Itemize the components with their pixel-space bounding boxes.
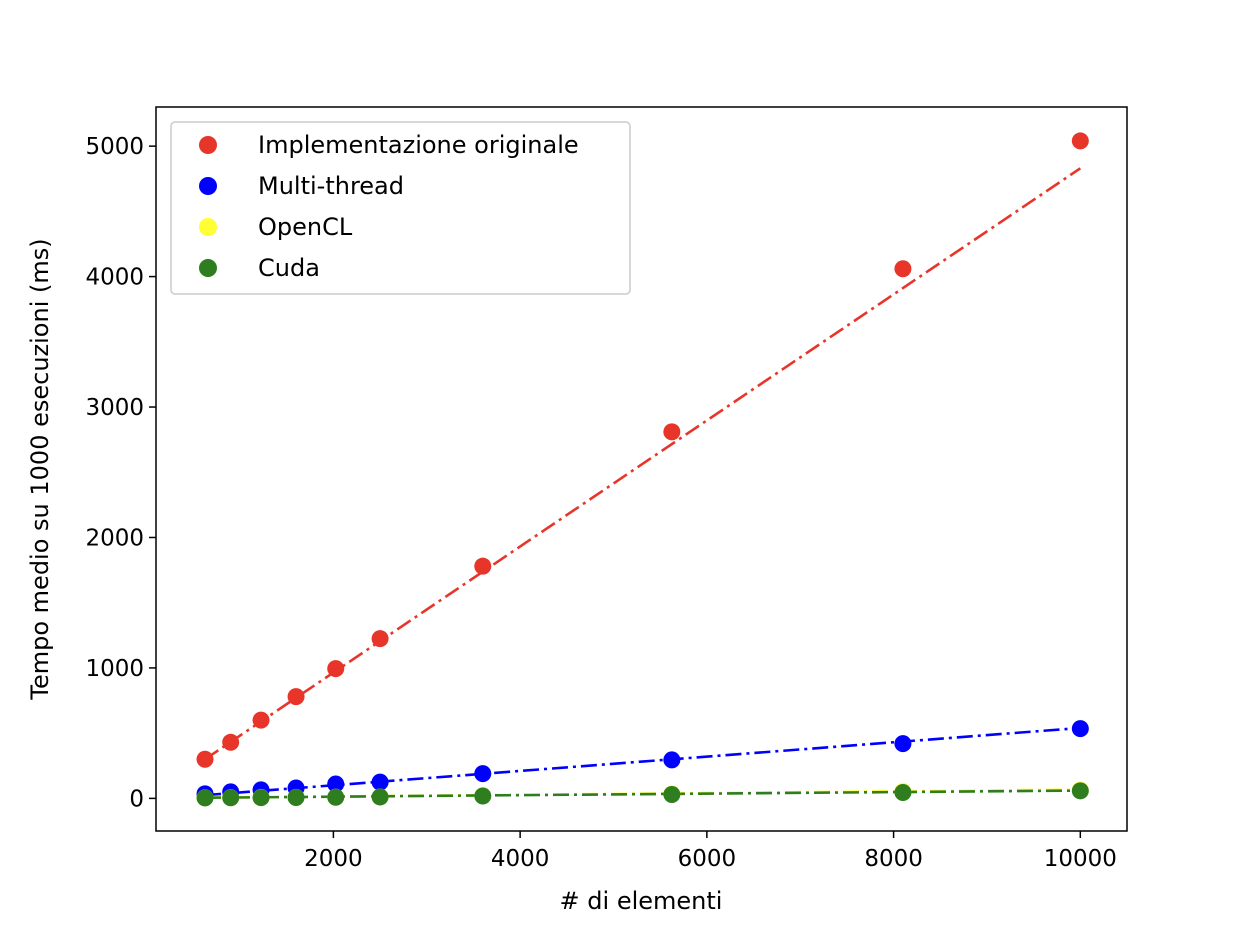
- y-tick-label: 4000: [85, 265, 144, 291]
- data-point: [1071, 782, 1089, 800]
- data-point: [663, 423, 681, 441]
- legend-marker: [199, 218, 217, 236]
- y-tick-label: 2000: [85, 525, 144, 551]
- data-point: [327, 660, 345, 678]
- data-point: [1071, 720, 1089, 738]
- data-point: [474, 765, 492, 783]
- fit-line: [204, 726, 1081, 797]
- legend: Implementazione originale Multi-thread Ope…: [170, 121, 631, 295]
- data-point: [474, 557, 492, 575]
- x-tick-label: 6000: [678, 846, 737, 872]
- legend-entry-label: Multi-thread: [258, 172, 404, 200]
- legend-marker: [199, 259, 217, 277]
- data-point: [894, 735, 912, 753]
- x-tick-label: 10000: [1044, 846, 1117, 872]
- x-axis: 2000 4000 6000 8000 10000: [304, 831, 1117, 872]
- data-point: [371, 788, 389, 806]
- fit-line: [205, 789, 1081, 800]
- legend-entry-label: OpenCL: [258, 213, 353, 241]
- legend-marker: [199, 136, 217, 154]
- data-point: [371, 630, 389, 648]
- legend-entry-label: Cuda: [258, 254, 320, 282]
- legend-marker: [199, 177, 217, 195]
- data-point: [196, 789, 214, 807]
- data-point: [894, 784, 912, 802]
- legend-entry-label: Implementazione originale: [258, 131, 579, 159]
- legend-box: [170, 121, 631, 295]
- data-point: [287, 788, 305, 806]
- data-point: [663, 751, 681, 769]
- y-axis-label: Tempo medio su 1000 esecuzioni (ms): [26, 238, 54, 700]
- data-point: [222, 733, 240, 751]
- data-point: [222, 789, 240, 807]
- data-point: [196, 750, 214, 768]
- data-point: [327, 788, 345, 806]
- x-axis-label: # di elementi: [560, 887, 723, 915]
- data-point: [252, 711, 270, 729]
- y-tick-label: 0: [129, 786, 144, 812]
- data-point: [327, 775, 345, 793]
- y-tick-label: 5000: [85, 134, 144, 160]
- data-points: [196, 132, 1089, 807]
- data-point: [1071, 132, 1089, 150]
- y-tick-label: 3000: [85, 395, 144, 421]
- data-point: [474, 787, 492, 805]
- data-point: [663, 785, 681, 803]
- y-tick-label: 1000: [85, 656, 144, 682]
- y-axis: 0 1000 2000 3000 4000 5000: [85, 134, 156, 812]
- x-tick-label: 4000: [491, 846, 550, 872]
- data-point: [252, 789, 270, 807]
- x-tick-label: 2000: [304, 846, 363, 872]
- fit-lines: [204, 167, 1082, 800]
- fit-line: [204, 167, 1082, 761]
- data-point: [371, 773, 389, 791]
- data-point: [287, 688, 305, 706]
- x-tick-label: 8000: [864, 846, 923, 872]
- data-point: [894, 260, 912, 278]
